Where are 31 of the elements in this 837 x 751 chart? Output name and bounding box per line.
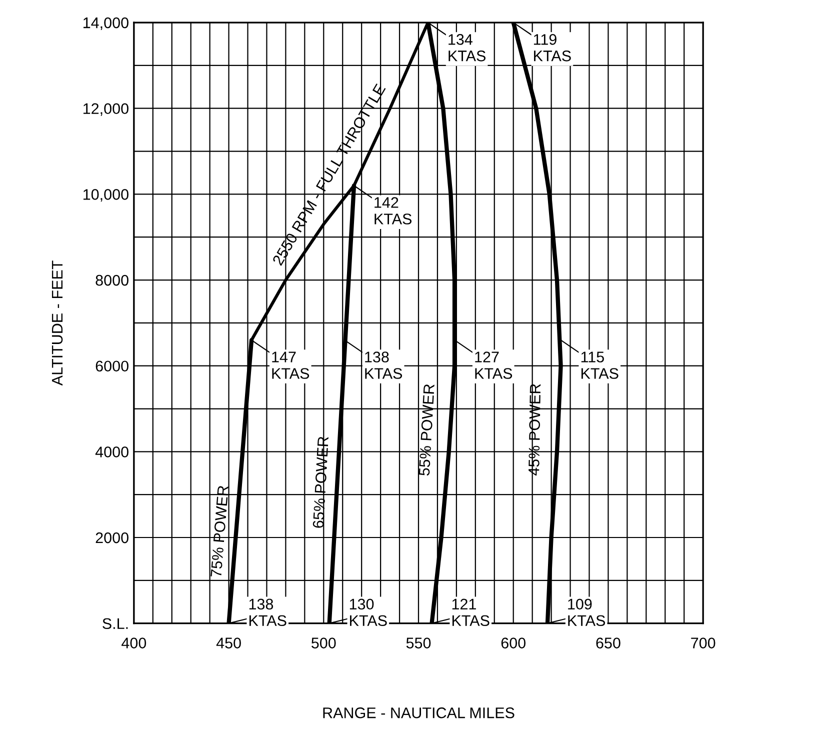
annotation: 115 KTAS [581,352,618,379]
x-tick-label: 700 [691,638,716,648]
x-tick-label: 450 [216,638,241,648]
text: 65% POWER [312,436,329,528]
y-tick-label: 8000 [96,274,128,286]
y-tick-label: 14,000 [84,17,128,30]
annotation: 142 KTAS [374,197,412,224]
y-tick-label: S.L. [102,618,128,630]
x-tick-label: 650 [596,638,620,648]
y-tick-label: 6000 [96,360,128,372]
x-tick-label: 600 [501,638,526,648]
x-tick-label: 550 [406,638,431,648]
annotation: 138 KTAS [365,352,402,379]
annotation: 147 KTAS [272,352,310,379]
text: 45% POWER [528,384,541,476]
annotation: 127 KTAS [475,352,512,379]
annotation: 138 KTAS [249,598,286,626]
annotation: 121 KTAS [452,598,490,626]
annotation: 109 KTAS [568,598,606,626]
x-tick-label: 500 [312,638,336,648]
y-tick-label: 2000 [96,532,128,544]
y-tick-label: 10,000 [84,189,128,202]
text: 55% POWER [418,384,435,476]
x-tick-label: 400 [122,638,146,648]
y-tick-label: 12,000 [84,103,128,116]
x-axis-title: RANGE - NAUTICAL MILES [323,707,514,718]
y-tick-label: 4000 [95,446,128,458]
annotation: 130 KTAS [350,598,387,626]
y-axis-title: ALTITUDE - FEET [52,260,63,386]
annotation: 134 KTAS [448,34,486,62]
annotation: 119 KTAS [534,34,571,62]
